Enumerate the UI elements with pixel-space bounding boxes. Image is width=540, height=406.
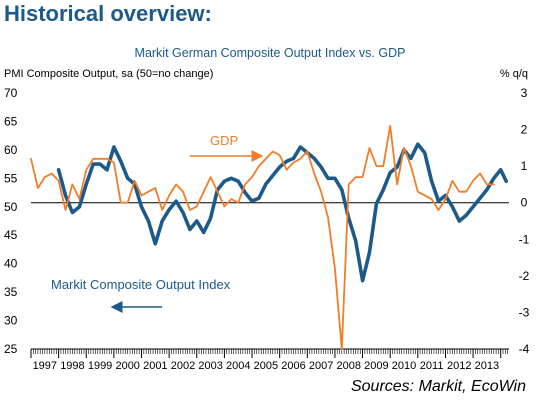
x-tick-label: 1999: [88, 360, 112, 372]
pmi-series-line: [56, 142, 509, 283]
y-right-tick-label: -2: [519, 269, 530, 283]
x-tick-label: 2001: [143, 360, 167, 372]
y-right-tick-label: 1: [521, 159, 528, 173]
x-tick-label: 1998: [60, 360, 84, 372]
x-tick-label: 2009: [364, 360, 388, 372]
x-tick-label: 2002: [171, 360, 195, 372]
y-left-tick-label: 40: [4, 257, 18, 271]
y-right-tick-label: 0: [521, 196, 528, 210]
x-tick-label: 2004: [226, 360, 250, 372]
gdp-series-line: [30, 125, 495, 350]
y-right-tick-label: -3: [519, 305, 530, 319]
left-axis-label: PMI Composite Output, sa (50=no change): [4, 68, 214, 80]
x-tick-label: 2011: [420, 360, 444, 372]
y-left-tick-label: 70: [4, 86, 18, 100]
x-tick-label: 2012: [447, 360, 471, 372]
page-heading: Historical overview:: [4, 1, 212, 26]
x-tick-label: 2007: [309, 360, 333, 372]
sources-note: Sources: Markit, EcoWin: [350, 378, 526, 395]
x-tick-label: 2000: [115, 360, 139, 372]
x-tick-label: 2005: [254, 360, 278, 372]
x-tick-label: 2013: [475, 360, 499, 372]
right-axis-label: % q/q: [499, 68, 528, 80]
y-left-tick-label: 30: [4, 314, 18, 328]
gdp-annotation-label: GDP: [210, 133, 238, 148]
pmi-annotation-label: Markit Composite Output Index: [51, 277, 231, 292]
annotations: GDP Markit Composite Output Index: [51, 133, 264, 313]
y-left-tick-label: 65: [4, 114, 18, 128]
x-tick-label: 1997: [33, 360, 57, 372]
x-tick-label: 2006: [281, 360, 305, 372]
y-right-tick-label: 3: [521, 86, 528, 100]
y-left-tick-label: 60: [4, 143, 18, 157]
y-left-tick-label: 25: [4, 342, 18, 356]
y-left-tick-label: 45: [4, 228, 18, 242]
y-right-tick-label: -4: [519, 342, 530, 356]
x-tick-label: 2008: [337, 360, 361, 372]
series-group: [30, 125, 509, 350]
y-right-tick-label: -1: [519, 232, 530, 246]
axes: 70 65 60 55 50 45 40 35 30 25 3 2 1 0 -1 -2 -3 -4 1997 1998…: [4, 86, 530, 372]
y-right-tick-label: 2: [521, 123, 528, 137]
x-tick-label: 2010: [392, 360, 416, 372]
x-tick-label: 2003: [198, 360, 222, 372]
y-left-tick-label: 55: [4, 171, 18, 185]
y-left-tick-label: 50: [4, 200, 18, 214]
chart-title: Markit German Composite Output Index vs.…: [134, 46, 406, 60]
y-left-tick-label: 35: [4, 285, 18, 299]
